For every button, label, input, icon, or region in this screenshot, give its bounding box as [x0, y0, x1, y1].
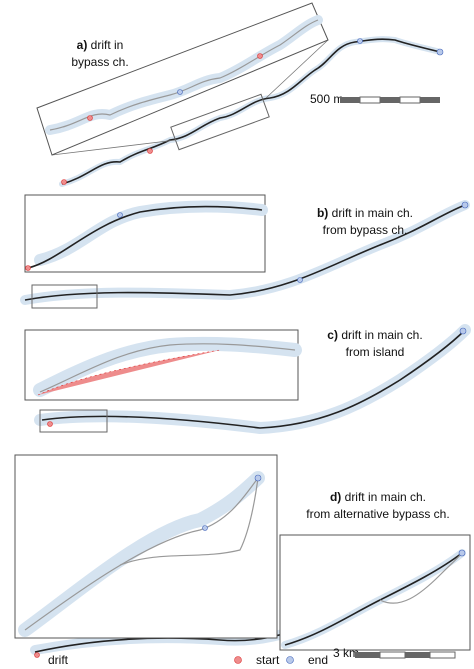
end-point — [357, 38, 363, 44]
start-points — [37, 349, 221, 396]
panel-label: c) drift in main ch. — [327, 328, 422, 342]
panel-label: a) drift in — [77, 38, 124, 52]
panel-d: d) drift in main ch. from alternative by… — [14, 454, 471, 660]
river-channel — [18, 471, 265, 637]
legend-label: start — [256, 653, 280, 667]
zoom-box — [170, 93, 270, 151]
connector — [265, 39, 329, 99]
panel-text: from alternative bypass ch. — [306, 507, 449, 521]
panel-letter: d) — [330, 490, 341, 504]
panel-text: from bypass ch. — [323, 223, 408, 237]
zoom-box — [39, 409, 108, 433]
start-point — [257, 53, 263, 59]
inset-box — [36, 2, 329, 156]
legend-title: drift — [48, 653, 69, 667]
end-point — [436, 48, 444, 56]
panel-text: drift in main ch. — [345, 490, 426, 504]
panel-text: drift in — [91, 38, 124, 52]
start-point — [25, 265, 31, 271]
drift-track — [41, 329, 466, 429]
end-point — [459, 327, 467, 335]
legend-marker — [286, 656, 294, 664]
zoom-box — [31, 284, 98, 309]
legend-marker — [234, 656, 242, 664]
panel-text: from island — [346, 345, 405, 359]
panel-letter: c) — [327, 328, 338, 342]
drift-track — [119, 477, 259, 566]
end-point — [461, 201, 469, 209]
legend-label: end — [308, 653, 328, 667]
panel-c: c) drift in main ch. from island — [24, 324, 471, 434]
start-point — [34, 652, 40, 658]
start-point — [61, 179, 67, 185]
drift-track — [49, 19, 319, 131]
scale-label: 500 m — [310, 92, 343, 106]
end-point — [458, 549, 466, 557]
panel-label: b) drift in main ch. — [317, 206, 413, 220]
drift-track — [24, 204, 466, 301]
panel-letter: a) — [77, 38, 88, 52]
panel-text: bypass ch. — [71, 55, 128, 69]
panel-text: drift in main ch. — [341, 328, 422, 342]
end-point — [254, 474, 262, 482]
panel-b: b) drift in main ch. from bypass ch. — [20, 194, 470, 309]
drift-track — [61, 38, 441, 185]
panel-a: a) drift in bypass ch. 500 m — [36, 2, 444, 187]
end-point — [297, 277, 303, 283]
start-point — [147, 148, 153, 154]
end-point — [202, 525, 208, 531]
inset-box — [279, 534, 471, 651]
end-point — [117, 212, 123, 218]
panel-label: d) drift in main ch. — [330, 490, 426, 504]
scale-label: 3 km — [333, 646, 359, 660]
drift-track — [284, 552, 463, 646]
drift-track — [379, 552, 463, 604]
end-point — [177, 89, 183, 95]
drift-track — [39, 343, 296, 393]
panel-text: drift in main ch. — [332, 206, 413, 220]
drift-track — [27, 205, 263, 269]
connector — [51, 139, 177, 156]
scale-bar — [355, 651, 456, 659]
legend: drift start end — [48, 653, 328, 667]
scale-bar — [340, 96, 440, 104]
start-point — [47, 421, 53, 427]
start-point — [87, 115, 93, 121]
drift-track — [24, 477, 259, 631]
panel-letter: b) — [317, 206, 328, 220]
